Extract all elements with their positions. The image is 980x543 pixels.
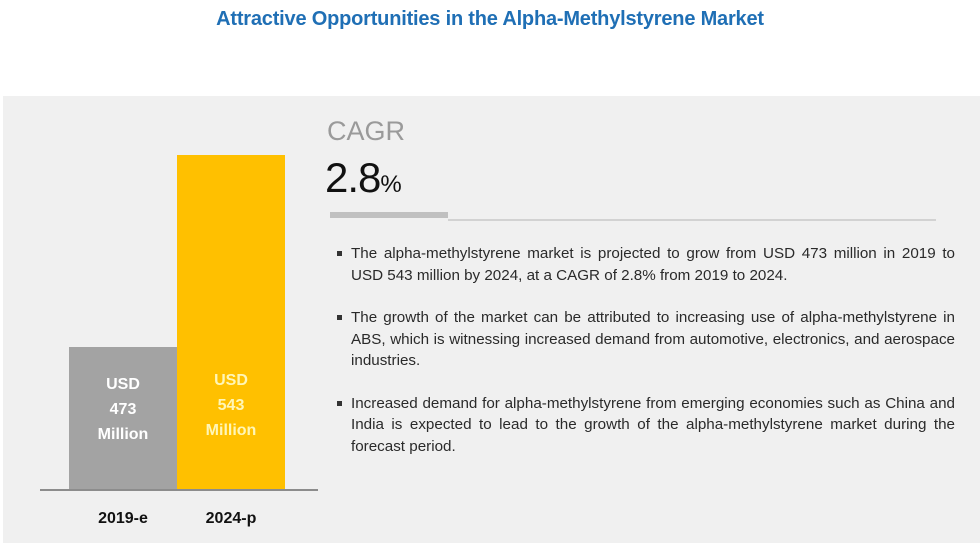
cagr-label: CAGR [327, 116, 406, 146]
bar-2019: USD 473 Million [69, 347, 177, 490]
x-tick-2019: 2019-e [98, 510, 148, 527]
infographic-panel: USD 473 Million USD 543 Million 2019-e 2… [3, 96, 980, 543]
bar-2024-label-currency: USD [214, 372, 248, 389]
bullet-square-icon [337, 400, 342, 406]
bullet-square-icon [337, 315, 342, 320]
cagr-unit: % [380, 171, 401, 198]
bar-2019-label-currency: USD [106, 376, 140, 393]
bar-2019-label-unit: Million [97, 426, 149, 443]
key-point-text: The growth of the market can be attribut… [351, 309, 955, 369]
bar-2024-label-unit: Million [205, 422, 257, 439]
cagr-value: 2.8% [325, 154, 402, 202]
key-points-list: The alpha-methylstyrene market is projec… [335, 243, 955, 478]
cagr-underline-accent [330, 212, 448, 218]
key-point: The growth of the market can be attribut… [335, 307, 955, 372]
x-tick-2024: 2024-p [205, 510, 257, 527]
bar-2024-label-value: 543 [217, 397, 245, 414]
key-point-text: Increased demand for alpha-methylstyrene… [351, 394, 955, 455]
x-axis-line [40, 489, 318, 491]
cagr-divider [448, 219, 936, 221]
bullet-square-icon [337, 251, 342, 256]
key-point-text: The alpha-methylstyrene market is projec… [351, 245, 955, 284]
bar-2024: USD 543 Million [177, 155, 285, 490]
cagr-number: 2.8 [325, 154, 381, 201]
bar-2019-label-value: 473 [109, 401, 137, 418]
key-point: The alpha-methylstyrene market is projec… [335, 243, 955, 286]
page-title: Attractive Opportunities in the Alpha-Me… [216, 8, 764, 30]
key-point: Increased demand for alpha-methylstyrene… [335, 393, 955, 458]
